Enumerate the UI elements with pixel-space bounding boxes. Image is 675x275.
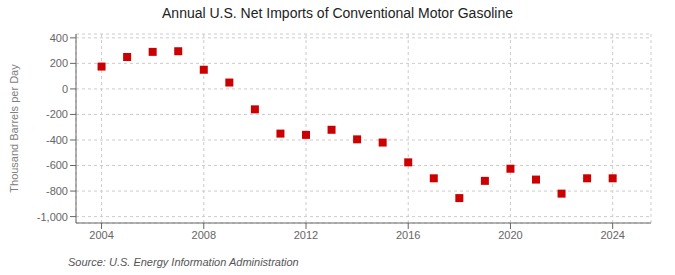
svg-text:2020: 2020 [498,229,522,241]
svg-text:-400: -400 [46,134,68,146]
svg-text:400: 400 [50,32,68,44]
svg-text:-800: -800 [46,185,68,197]
svg-text:2016: 2016 [396,229,420,241]
svg-text:2012: 2012 [294,229,318,241]
html-text:Annual U.S. Net Imports of Con: Annual U.S. Net Imports of Conventional … [162,5,513,21]
svg-text:2004: 2004 [89,229,113,241]
svg-text:0: 0 [62,83,68,95]
svg-text:2008: 2008 [192,229,216,241]
svg-text:Thousand Barrels per Day: Thousand Barrels per Day [8,64,20,193]
html-text:Source: U.S. Energy Informatio: Source: U.S. Energy Information Administ… [68,256,299,268]
svg-text:-600: -600 [46,159,68,171]
svg-text:-200: -200 [46,108,68,120]
svg-text:2024: 2024 [600,229,624,241]
svg-text:200: 200 [50,57,68,69]
svg-text:-1,000: -1,000 [37,211,68,223]
